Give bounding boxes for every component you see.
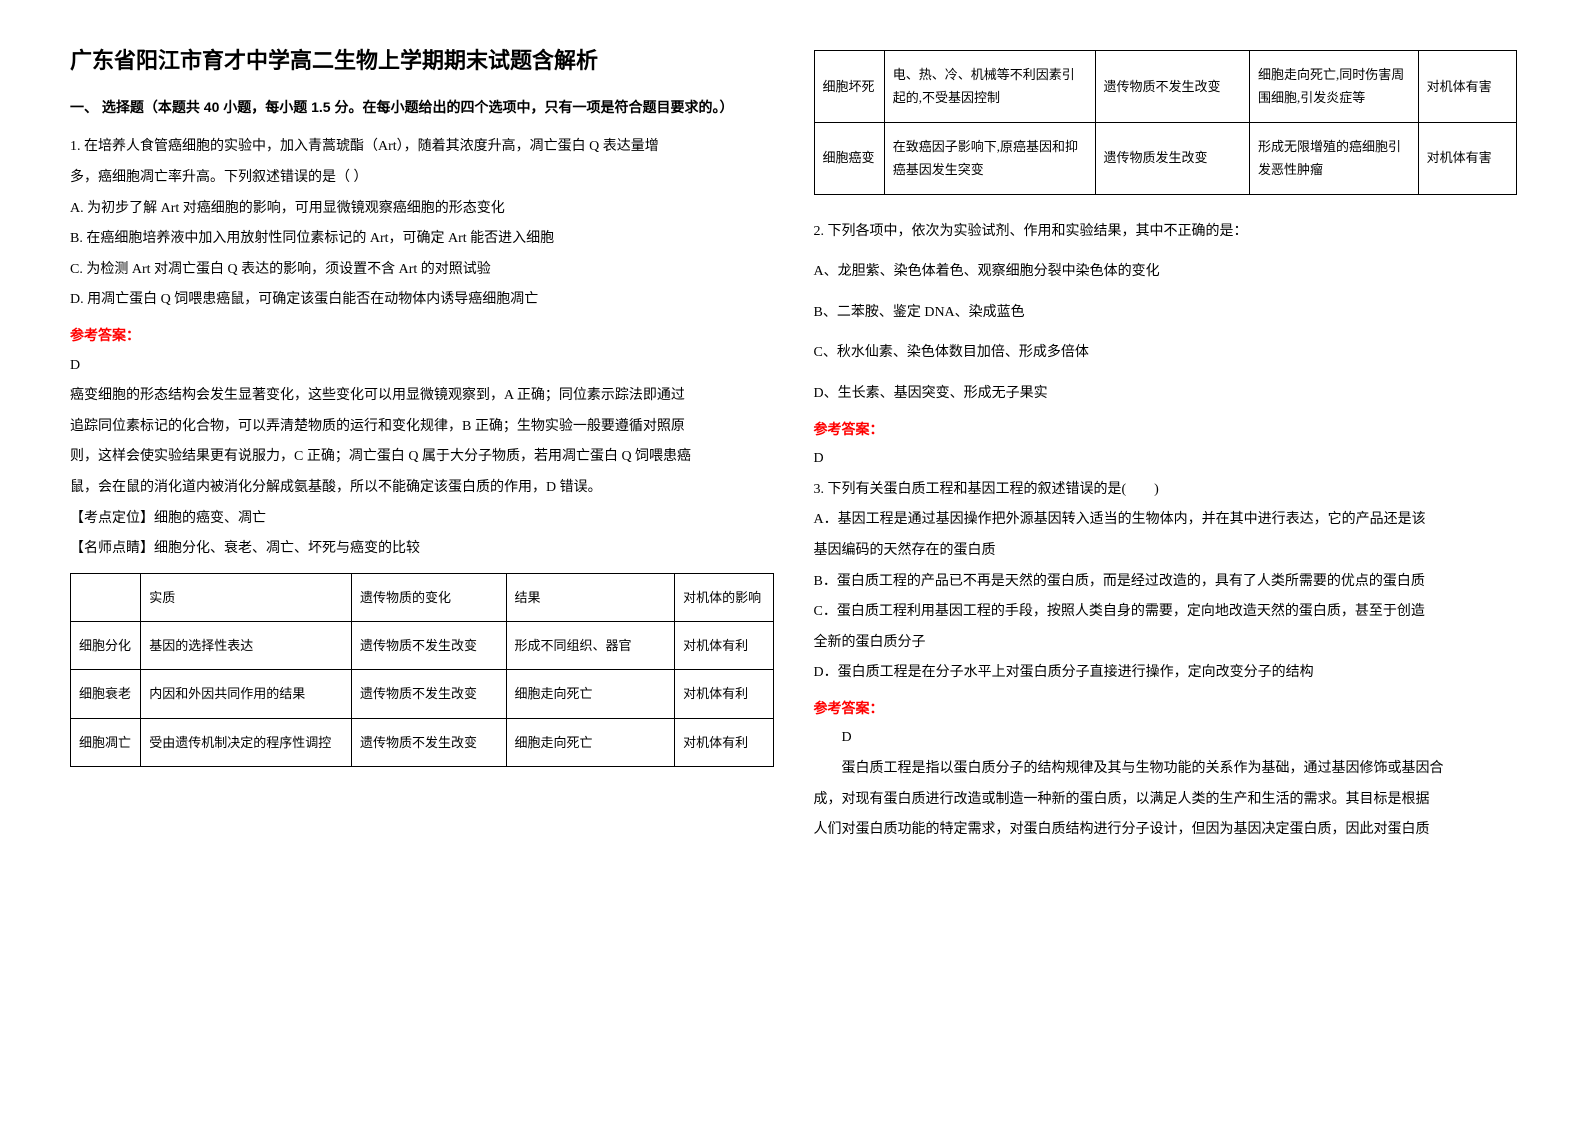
spacer (814, 290, 1518, 296)
th-essence: 实质 (141, 573, 352, 621)
cell: 细胞坏死 (814, 51, 884, 123)
cell: 细胞分化 (71, 622, 141, 670)
table-row: 细胞分化 基因的选择性表达 遗传物质不发生改变 形成不同组织、器官 对机体有利 (71, 622, 774, 670)
q1-answer: D (70, 353, 774, 380)
q3-stem: 3. 下列有关蛋白质工程和基因工程的叙述错误的是( ) (814, 477, 1518, 504)
q2-answer: D (814, 446, 1518, 473)
th-result: 结果 (506, 573, 675, 621)
cell: 细胞走向死亡 (506, 670, 675, 718)
th-effect: 对机体的影响 (675, 573, 773, 621)
cell: 在致癌因子影响下,原癌基因和抑癌基因发生突变 (884, 122, 1095, 194)
table-row: 细胞坏死 电、热、冷、机械等不利因素引起的,不受基因控制 遗传物质不发生改变 细… (814, 51, 1517, 123)
q1-option-b: B. 在癌细胞培养液中加入用放射性同位素标记的 Art，可确定 Art 能否进入… (70, 226, 774, 253)
q3-option-a-1: A．基因工程是通过基因操作把外源基因转入适当的生物体内，并在其中进行表达，它的产… (814, 507, 1518, 534)
table-row: 细胞凋亡 受由遗传机制决定的程序性调控 遗传物质不发生改变 细胞走向死亡 对机体… (71, 718, 774, 766)
q1-option-c: C. 为检测 Art 对凋亡蛋白 Q 表达的影响，须设置不含 Art 的对照试验 (70, 257, 774, 284)
q2-option-d: D、生长素、基因突变、形成无子果实 (814, 381, 1518, 408)
q1-option-d: D. 用凋亡蛋白 Q 饲喂患癌鼠，可确定该蛋白能否在动物体内诱导癌细胞凋亡 (70, 287, 774, 314)
q3-option-c-2: 全新的蛋白质分子 (814, 630, 1518, 657)
q1-tip: 【名师点睛】细胞分化、衰老、凋亡、坏死与癌变的比较 (70, 536, 774, 563)
cell: 细胞走向死亡,同时伤害周围细胞,引发炎症等 (1250, 51, 1419, 123)
q2-option-b: B、二苯胺、鉴定 DNA、染成蓝色 (814, 300, 1518, 327)
cell: 基因的选择性表达 (141, 622, 352, 670)
cell: 形成无限增殖的癌细胞引发恶性肿瘤 (1250, 122, 1419, 194)
cell: 对机体有害 (1418, 51, 1516, 123)
q3-explain-3: 人们对蛋白质功能的特定需求，对蛋白质结构进行分子设计，但因为基因决定蛋白质，因此… (814, 817, 1518, 844)
cell: 细胞凋亡 (71, 718, 141, 766)
cell: 遗传物质发生改变 (1095, 122, 1250, 194)
cell: 遗传物质不发生改变 (352, 670, 507, 718)
spacer (814, 330, 1518, 336)
q1-explain-4: 鼠，会在鼠的消化道内被消化分解成氨基酸，所以不能确定该蛋白质的作用，D 错误。 (70, 475, 774, 502)
spacer (814, 205, 1518, 215)
q1-focus: 【考点定位】细胞的癌变、凋亡 (70, 506, 774, 533)
q1-option-a: A. 为初步了解 Art 对癌细胞的影响，可用显微镜观察癌细胞的形态变化 (70, 196, 774, 223)
table-header-row: 实质 遗传物质的变化 结果 对机体的影响 (71, 573, 774, 621)
section-heading: 一、 选择题（本题共 40 小题，每小题 1.5 分。在每小题给出的四个选项中，… (70, 94, 774, 121)
q1-explain-2: 追踪同位素标记的化合物，可以弄清楚物质的运行和变化规律，B 正确；生物实验一般要… (70, 414, 774, 441)
cell: 遗传物质不发生改变 (352, 718, 507, 766)
answer-label: 参考答案： (814, 695, 1518, 722)
cell: 对机体有利 (675, 622, 773, 670)
cell: 对机体有利 (675, 718, 773, 766)
cell: 遗传物质不发生改变 (1095, 51, 1250, 123)
cell: 遗传物质不发生改变 (352, 622, 507, 670)
cell: 受由遗传机制决定的程序性调控 (141, 718, 352, 766)
q3-answer: D (814, 725, 1518, 752)
right-column: 细胞坏死 电、热、冷、机械等不利因素引起的,不受基因控制 遗传物质不发生改变 细… (794, 40, 1538, 1082)
comparison-table-cont: 细胞坏死 电、热、冷、机械等不利因素引起的,不受基因控制 遗传物质不发生改变 细… (814, 50, 1518, 195)
q3-explain-1: 蛋白质工程是指以蛋白质分子的结构规律及其与生物功能的关系作为基础，通过基因修饰或… (814, 756, 1518, 783)
cell: 形成不同组织、器官 (506, 622, 675, 670)
q2-option-a: A、龙胆紫、染色体着色、观察细胞分裂中染色体的变化 (814, 259, 1518, 286)
th-blank (71, 573, 141, 621)
q3-option-a-2: 基因编码的天然存在的蛋白质 (814, 538, 1518, 565)
q1-explain-3: 则，这样会使实验结果更有说服力，C 正确；凋亡蛋白 Q 属于大分子物质，若用凋亡… (70, 444, 774, 471)
spacer (814, 249, 1518, 255)
q3-option-b: B．蛋白质工程的产品已不再是天然的蛋白质，而是经过改造的，具有了人类所需要的优点… (814, 569, 1518, 596)
comparison-table: 实质 遗传物质的变化 结果 对机体的影响 细胞分化 基因的选择性表达 遗传物质不… (70, 573, 774, 768)
cell: 细胞衰老 (71, 670, 141, 718)
cell: 细胞走向死亡 (506, 718, 675, 766)
table-row: 细胞衰老 内因和外因共同作用的结果 遗传物质不发生改变 细胞走向死亡 对机体有利 (71, 670, 774, 718)
answer-label: 参考答案： (70, 322, 774, 349)
left-column: 广东省阳江市育才中学高二生物上学期期末试题含解析 一、 选择题（本题共 40 小… (50, 40, 794, 1082)
q3-explain-2: 成，对现有蛋白质进行改造或制造一种新的蛋白质，以满足人类的生产和生活的需求。其目… (814, 787, 1518, 814)
cell: 电、热、冷、机械等不利因素引起的,不受基因控制 (884, 51, 1095, 123)
spacer (814, 371, 1518, 377)
table-row: 细胞癌变 在致癌因子影响下,原癌基因和抑癌基因发生突变 遗传物质发生改变 形成无… (814, 122, 1517, 194)
q3-option-c-1: C．蛋白质工程利用基因工程的手段，按照人类自身的需要，定向地改造天然的蛋白质，甚… (814, 599, 1518, 626)
doc-title: 广东省阳江市育才中学高二生物上学期期末试题含解析 (70, 40, 774, 82)
th-genetic: 遗传物质的变化 (352, 573, 507, 621)
cell: 对机体有害 (1418, 122, 1516, 194)
cell: 细胞癌变 (814, 122, 884, 194)
cell: 内因和外因共同作用的结果 (141, 670, 352, 718)
cell: 对机体有利 (675, 670, 773, 718)
q2-stem: 2. 下列各项中，依次为实验试剂、作用和实验结果，其中不正确的是： (814, 219, 1518, 246)
page: 广东省阳江市育才中学高二生物上学期期末试题含解析 一、 选择题（本题共 40 小… (0, 0, 1587, 1122)
answer-label: 参考答案： (814, 416, 1518, 443)
q1-stem-line2: 多，癌细胞凋亡率升高。下列叙述错误的是（ ） (70, 165, 774, 192)
q1-explain-1: 癌变细胞的形态结构会发生显著变化，这些变化可以用显微镜观察到，A 正确；同位素示… (70, 383, 774, 410)
q2-option-c: C、秋水仙素、染色体数目加倍、形成多倍体 (814, 340, 1518, 367)
q3-option-d: D．蛋白质工程是在分子水平上对蛋白质分子直接进行操作，定向改变分子的结构 (814, 660, 1518, 687)
q1-stem-line1: 1. 在培养人食管癌细胞的实验中，加入青蒿琥酯（Art），随着其浓度升高，凋亡蛋… (70, 134, 774, 161)
